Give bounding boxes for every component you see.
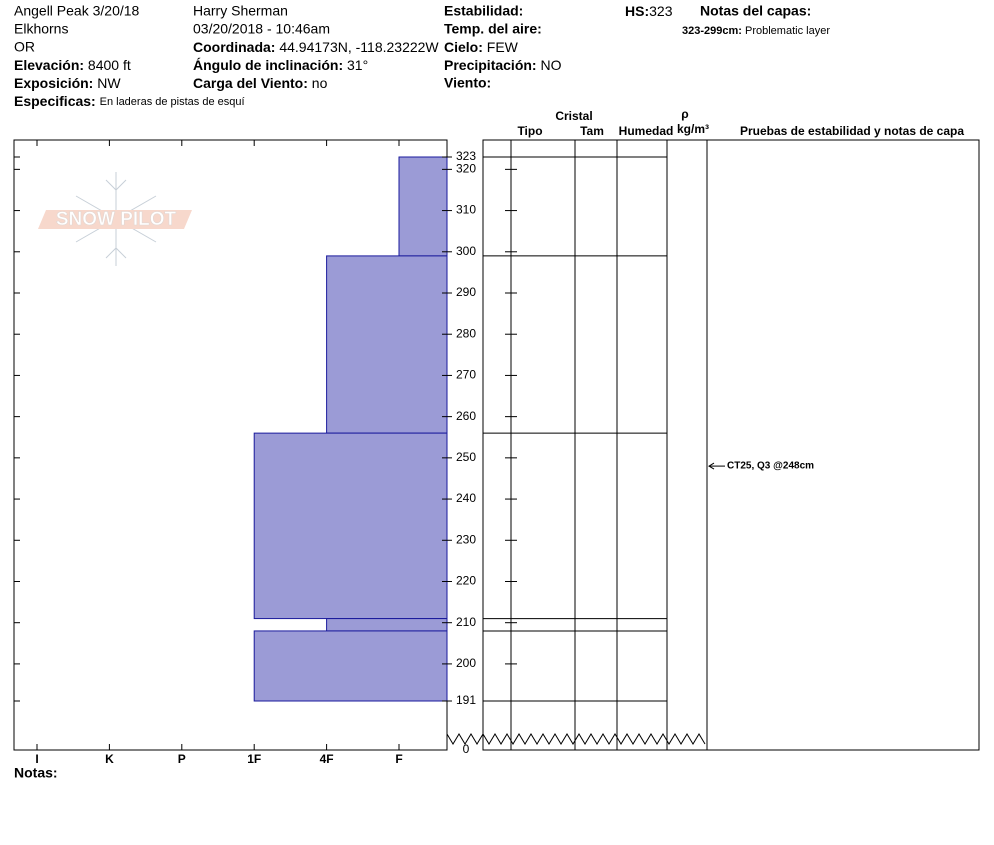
- hardness-label: 4F: [320, 752, 334, 766]
- stability: Estabilidad:: [444, 3, 523, 19]
- logo-text: SNOW PILOT: [56, 209, 177, 230]
- slope: Ángulo de inclinación: 31°: [193, 57, 368, 73]
- site: Angell Peak 3/20/18: [14, 3, 140, 19]
- depth-label: 220: [456, 574, 476, 588]
- hardness-label: 1F: [247, 752, 261, 766]
- col-moisture: Humedad: [619, 124, 674, 138]
- observer: Harry Sherman: [193, 3, 288, 19]
- hardness-bar: [253, 630, 448, 702]
- datetime: 03/20/2018 - 10:46am: [193, 21, 330, 37]
- depth-label: 270: [456, 368, 476, 382]
- wind: Viento:: [444, 75, 491, 91]
- col-tests: Pruebas de estabilidad y notas de capa: [740, 124, 964, 138]
- depth-label: 300: [456, 244, 476, 258]
- depth-label: 250: [456, 450, 476, 464]
- range: Elkhorns: [14, 21, 68, 37]
- wind-loading: Carga del Viento: no: [193, 75, 328, 91]
- depth-label: 210: [456, 615, 476, 629]
- sky: Cielo: FEW: [444, 39, 519, 55]
- hardness-label: I: [35, 752, 38, 766]
- precip: Precipitación: NO: [444, 57, 562, 73]
- depth-label: 0: [463, 742, 470, 756]
- aspect: Exposición: NW: [14, 75, 121, 91]
- specifics: Especificas: En laderas de pistas de esq…: [14, 93, 245, 109]
- col-rho: ρ: [681, 107, 688, 121]
- depth-label: 323: [456, 149, 476, 163]
- depth-label: 260: [456, 409, 476, 423]
- layer-note: 323-299cm: Problematic layer: [682, 25, 830, 37]
- layer-frame: [482, 139, 980, 751]
- axis-break: [446, 733, 484, 745]
- hardness-bar: [253, 432, 448, 620]
- col-crystal: Cristal: [555, 109, 592, 123]
- column-headers: Cristal Tipo Tam Humedad ρ kg/m³ Pruebas…: [517, 107, 964, 138]
- axis-break: [482, 733, 706, 745]
- hardness-label: P: [178, 752, 186, 766]
- depth-label: 240: [456, 491, 476, 505]
- hardness-bar: [326, 618, 448, 632]
- logo: SNOW PILOT: [38, 172, 192, 266]
- depth-label: 310: [456, 203, 476, 217]
- test-arrowhead: [708, 462, 715, 470]
- depth-label: 320: [456, 162, 476, 176]
- test-note: CT25, Q3 @248cm: [727, 461, 814, 472]
- hs: HS:323: [625, 3, 673, 19]
- col-size: Tam: [580, 124, 604, 138]
- elevation: Elevación: 8400 ft: [14, 57, 131, 73]
- depth-label: 200: [456, 656, 476, 670]
- col-density: kg/m³: [677, 122, 709, 136]
- depth-label: 290: [456, 285, 476, 299]
- depth-label: 191: [456, 693, 476, 707]
- col-type: Tipo: [517, 124, 542, 138]
- notes-label: Notas:: [14, 765, 58, 781]
- hardness-bar: [326, 255, 448, 434]
- hardness-label: K: [105, 752, 114, 766]
- air-temp: Temp. del aire:: [444, 21, 542, 37]
- hardness-bar: [398, 156, 448, 257]
- state: OR: [14, 39, 35, 55]
- hardness-label: F: [395, 752, 402, 766]
- header: Angell Peak 3/20/18 Elkhorns OR Elevació…: [14, 3, 830, 109]
- coordinates: Coordinada: 44.94173N, -118.23222W: [193, 39, 439, 55]
- depth-label: 230: [456, 532, 476, 546]
- depth-label: 280: [456, 326, 476, 340]
- layer-notes-label: Notas del capas:: [700, 3, 811, 19]
